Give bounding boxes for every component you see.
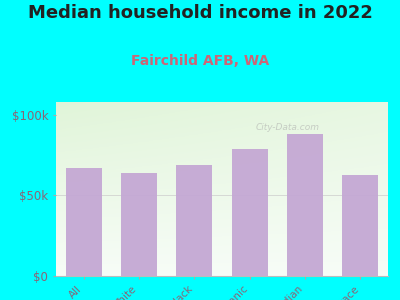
Bar (232, 149, 268, 276)
Text: Median household income in 2022: Median household income in 2022 (28, 4, 372, 22)
Bar (287, 134, 323, 276)
Text: Fairchild AFB, WA: Fairchild AFB, WA (131, 54, 269, 68)
Bar (342, 175, 378, 276)
Bar (66, 168, 102, 276)
Bar (121, 173, 157, 276)
Bar (176, 165, 212, 276)
Text: City-Data.com: City-Data.com (255, 123, 319, 132)
